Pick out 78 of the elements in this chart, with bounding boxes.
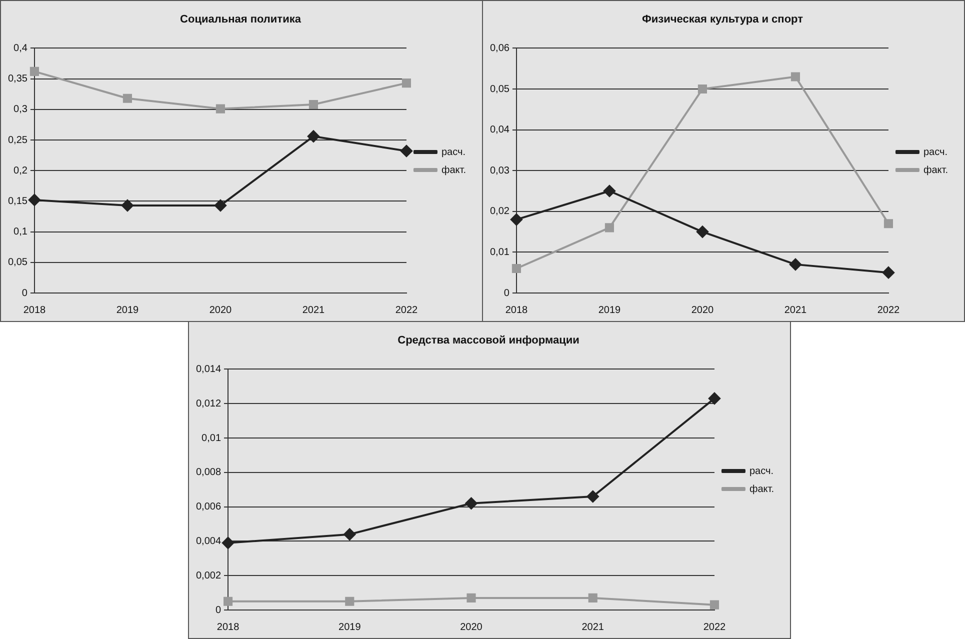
point bbox=[698, 84, 708, 94]
x-tick-label: 2020 bbox=[209, 304, 232, 316]
y-tick-label: 0,004 bbox=[196, 536, 222, 547]
point bbox=[512, 264, 521, 274]
y-tick-label: 0,01 bbox=[490, 246, 510, 258]
chart-title: Социальная политика bbox=[180, 14, 302, 26]
y-tick-label: 0,4 bbox=[14, 42, 28, 54]
point bbox=[510, 214, 522, 226]
point bbox=[790, 72, 800, 82]
chart-title: Средства массовой информации bbox=[398, 334, 580, 347]
point bbox=[400, 145, 412, 158]
y-tick-label: 0,25 bbox=[8, 134, 28, 146]
point bbox=[345, 596, 354, 606]
y-tick-label: 0 bbox=[504, 288, 510, 299]
x-tick-label: 2018 bbox=[505, 304, 528, 316]
y-tick-label: 0,3 bbox=[14, 104, 28, 116]
y-tick-label: 0,05 bbox=[8, 257, 28, 268]
x-tick-label: 2022 bbox=[703, 622, 726, 633]
point bbox=[222, 536, 234, 549]
x-tick-label: 2019 bbox=[598, 304, 622, 316]
y-tick-label: 0,008 bbox=[196, 467, 222, 478]
point bbox=[588, 593, 598, 602]
x-tick-label: 2019 bbox=[116, 304, 140, 316]
point bbox=[884, 219, 894, 228]
x-tick-label: 2020 bbox=[691, 304, 714, 316]
y-tick-label: 0,05 bbox=[490, 84, 510, 95]
y-tick-label: 0,01 bbox=[202, 432, 222, 444]
y-tick-label: 0 bbox=[215, 604, 222, 616]
x-tick-label: 2021 bbox=[582, 622, 604, 633]
point bbox=[30, 66, 39, 76]
x-tick-label: 2021 bbox=[784, 304, 808, 316]
x-tick-label: 2022 bbox=[395, 304, 418, 316]
point bbox=[402, 78, 412, 88]
point bbox=[882, 266, 894, 279]
legend-label: расч. bbox=[749, 466, 774, 477]
point bbox=[789, 258, 802, 270]
legend-label: расч. bbox=[441, 146, 466, 158]
point bbox=[696, 226, 708, 238]
point bbox=[307, 130, 320, 142]
x-tick-label: 2020 bbox=[460, 622, 483, 633]
point bbox=[603, 185, 616, 197]
x-tick-label: 2018 bbox=[23, 304, 46, 316]
y-tick-label: 0,02 bbox=[490, 206, 510, 218]
point bbox=[586, 490, 599, 502]
point bbox=[710, 600, 720, 610]
y-tick-label: 0,03 bbox=[490, 165, 510, 176]
y-tick-label: 0,006 bbox=[196, 502, 222, 513]
x-tick-label: 2021 bbox=[302, 304, 326, 316]
legend-label: факт. bbox=[923, 164, 948, 176]
y-tick-label: 0,35 bbox=[8, 74, 28, 85]
point bbox=[216, 104, 226, 114]
x-tick-label: 2022 bbox=[877, 304, 900, 316]
legend-label: расч. bbox=[923, 146, 948, 158]
point bbox=[466, 593, 476, 602]
point bbox=[604, 223, 614, 232]
point bbox=[122, 94, 132, 103]
legend-label: факт. bbox=[441, 164, 466, 176]
y-tick-label: 0,1 bbox=[14, 226, 28, 238]
y-tick-label: 0 bbox=[22, 288, 28, 299]
y-tick-label: 0,002 bbox=[196, 570, 222, 582]
point bbox=[28, 194, 40, 206]
point bbox=[308, 100, 318, 110]
y-tick-label: 0,06 bbox=[490, 42, 510, 54]
point bbox=[465, 497, 478, 510]
y-tick-label: 0,2 bbox=[14, 165, 28, 176]
y-tick-label: 0,012 bbox=[196, 398, 222, 410]
point bbox=[214, 199, 226, 212]
point bbox=[223, 596, 233, 606]
x-tick-label: 2019 bbox=[338, 622, 362, 633]
legend-label: факт. bbox=[749, 484, 774, 495]
point bbox=[344, 528, 356, 540]
y-tick-label: 0,014 bbox=[196, 364, 222, 375]
x-tick-label: 2018 bbox=[216, 622, 240, 633]
point bbox=[708, 392, 720, 404]
point bbox=[121, 199, 134, 212]
y-tick-label: 0,15 bbox=[8, 196, 28, 207]
y-tick-label: 0,04 bbox=[490, 124, 510, 136]
chart-title: Физическая культура и спорт bbox=[642, 14, 804, 26]
